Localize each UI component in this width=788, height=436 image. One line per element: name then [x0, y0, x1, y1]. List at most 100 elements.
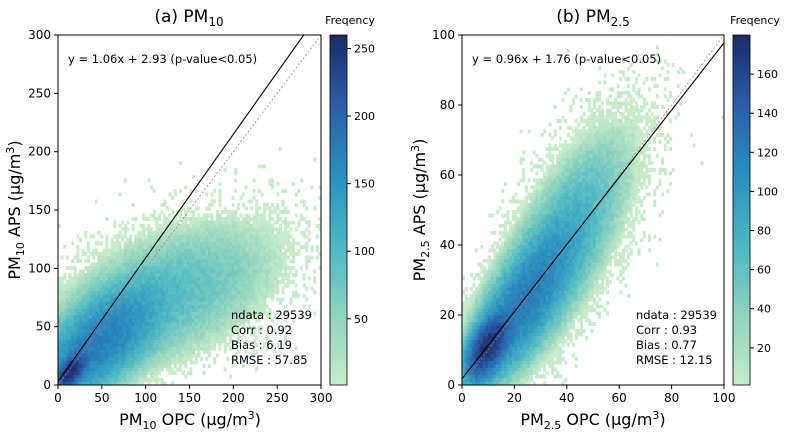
density-cell [178, 269, 183, 274]
density-cell [252, 294, 256, 298]
density-cell [205, 318, 209, 323]
density-cell [537, 339, 541, 344]
density-cell [84, 294, 88, 298]
density-cell [527, 227, 531, 232]
density-cell [105, 255, 109, 260]
density-cell [79, 336, 83, 340]
density-cell [118, 339, 122, 344]
density-cell [503, 308, 507, 312]
density-cell [213, 339, 217, 344]
density-cell [292, 255, 296, 260]
density-cell [63, 301, 67, 305]
density-cell [226, 290, 230, 295]
density-cell [113, 350, 117, 354]
density-cell [509, 287, 513, 291]
density-cell [136, 287, 140, 291]
density-cell [171, 280, 175, 284]
density-cell [284, 318, 288, 323]
density-cell [472, 353, 476, 358]
density-cell [506, 245, 510, 249]
density-cell [522, 287, 526, 291]
density-cell [472, 343, 476, 347]
density-cell [485, 273, 489, 277]
density-cell [150, 294, 154, 298]
density-cell [535, 206, 539, 211]
density-cell [244, 318, 248, 323]
density-cell [200, 290, 204, 295]
density-cell [517, 255, 521, 260]
density-cell [517, 234, 521, 239]
density-cell [540, 192, 544, 197]
density-cell [81, 332, 85, 337]
density-cell [501, 294, 505, 298]
density-cell [160, 353, 164, 358]
density-cell [192, 245, 196, 249]
density-cell [493, 339, 497, 344]
density-cell [155, 269, 159, 274]
density-cell [522, 367, 526, 372]
density-cell [522, 322, 526, 326]
density-cell [493, 259, 497, 263]
density-cell [155, 381, 159, 385]
density-cell [110, 318, 114, 323]
density-cell [485, 304, 489, 309]
density-cell [118, 255, 122, 260]
density-cell [265, 220, 269, 225]
density-cell [134, 287, 138, 291]
y-tick-label: 300 [28, 28, 51, 42]
density-cell [490, 322, 494, 326]
density-cell [480, 350, 484, 354]
density-cell [126, 280, 130, 284]
density-cell [92, 287, 96, 291]
density-cell [60, 311, 64, 316]
density-cell [173, 318, 177, 323]
density-cell [522, 269, 526, 274]
density-cell [210, 220, 214, 225]
density-cell [202, 290, 206, 295]
density-cell [247, 311, 251, 316]
density-cell [488, 360, 492, 365]
density-cell [84, 336, 88, 340]
density-cell [115, 308, 119, 312]
density-cell [200, 280, 204, 284]
density-cell [511, 269, 515, 274]
density-cell [73, 269, 77, 274]
density-cell [123, 255, 127, 260]
density-cell [144, 329, 148, 333]
density-cell [268, 224, 272, 228]
density-cell [65, 353, 69, 358]
density-cell [118, 241, 122, 246]
density-cell [126, 241, 130, 246]
density-cell [60, 360, 64, 365]
density-cell [73, 276, 77, 281]
density-cell [131, 336, 135, 340]
density-cell [136, 255, 140, 260]
density-cell [263, 220, 267, 225]
density-cell [530, 318, 534, 323]
density-cell [110, 371, 114, 375]
density-cell [242, 241, 246, 246]
density-cell [503, 350, 507, 354]
density-cell [152, 245, 156, 249]
density-cell [244, 255, 248, 260]
density-cell [173, 336, 177, 340]
density-cell [184, 353, 188, 358]
density-cell [184, 364, 188, 368]
density-cell [202, 276, 206, 281]
density-cell [210, 301, 214, 305]
density-cell [480, 301, 484, 305]
density-cell [181, 290, 185, 295]
density-cell [532, 192, 536, 197]
density-cell [202, 241, 206, 246]
density-cell [126, 290, 130, 295]
density-cell [263, 304, 267, 309]
density-cell [519, 339, 523, 344]
density-cell [244, 206, 248, 211]
density-cell [192, 339, 196, 344]
density-cell [123, 308, 127, 312]
density-cell [263, 280, 267, 284]
density-cell [286, 238, 290, 242]
density-cell [532, 329, 536, 333]
density-cell [218, 304, 222, 309]
density-cell [129, 266, 133, 270]
